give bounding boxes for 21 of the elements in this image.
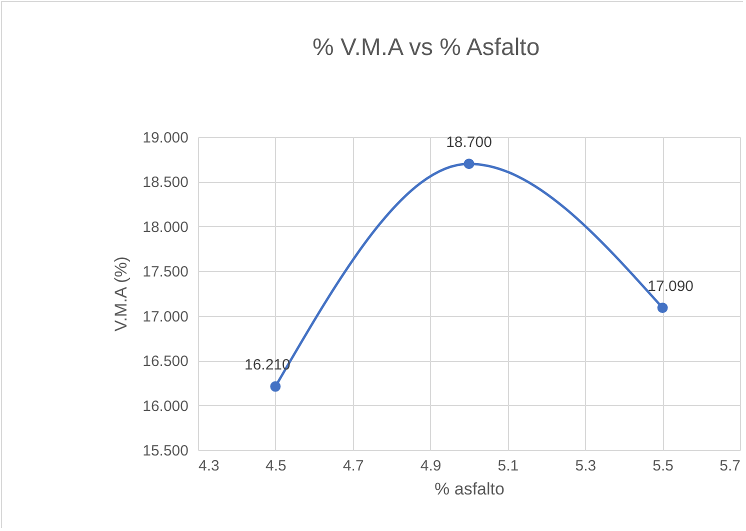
y-tick-label: 17.500 <box>142 264 188 281</box>
y-axis-title: V.M.A (%) <box>112 256 131 332</box>
x-axis-title: % asfalto <box>434 480 504 498</box>
y-tick-label: 18.500 <box>142 174 188 192</box>
y-tick-label: 19.000 <box>142 130 188 146</box>
data-label: 18.700 <box>446 134 492 151</box>
x-tick-label: 5.3 <box>575 458 596 474</box>
data-label: 17.090 <box>648 278 694 295</box>
y-tick-label: 16.000 <box>142 398 188 415</box>
x-tick-label: 4.9 <box>420 458 442 474</box>
x-tick-label: 4.3 <box>198 458 220 474</box>
y-tick-label: 18.000 <box>142 218 188 236</box>
y-tick-label: 17.000 <box>142 308 188 326</box>
x-tick-label: 4.5 <box>266 458 286 474</box>
x-tick-label: 5.7 <box>720 458 740 474</box>
x-tick-label: 5.1 <box>498 458 519 474</box>
x-tick-label: 5.5 <box>652 458 674 474</box>
x-tick-label: 4.7 <box>342 458 364 474</box>
y-tick-label: 15.500 <box>142 442 188 460</box>
y-tick-label: 16.500 <box>142 353 188 370</box>
chart-title: % V.M.A vs % Asfalto <box>312 34 540 61</box>
